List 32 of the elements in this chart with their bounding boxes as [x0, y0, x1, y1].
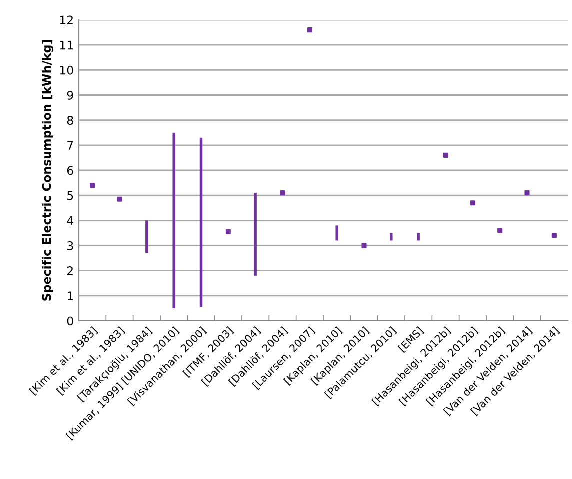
point	[498, 228, 503, 234]
y-tick-label: 2	[67, 266, 73, 276]
y-tick-label: 10	[60, 66, 74, 75]
point	[117, 196, 122, 202]
y-tick-label: 7	[68, 141, 74, 150]
y-tick-label: 5	[68, 191, 74, 200]
bar	[336, 226, 338, 241]
y-tick-label: 9	[67, 90, 74, 100]
point	[524, 190, 530, 196]
y-tick-label: 0	[67, 316, 74, 326]
bar	[254, 193, 257, 276]
y-tick-label: 1	[68, 292, 74, 300]
bar	[390, 233, 393, 241]
point	[362, 243, 367, 248]
point	[552, 233, 557, 238]
y-axis-title: Specific Electric Consumption [kWh/kg]	[42, 40, 54, 301]
bar	[172, 132, 176, 308]
point	[443, 152, 448, 158]
bar	[417, 233, 420, 241]
bar	[200, 138, 203, 308]
point	[226, 229, 231, 234]
y-tick-label: 11	[60, 40, 74, 50]
bar	[146, 220, 148, 254]
point	[280, 190, 286, 196]
y-tick-label: 8	[67, 116, 74, 125]
y-tick-label: 4	[67, 216, 74, 226]
point	[470, 200, 476, 206]
y-tick-label: 12	[60, 16, 73, 24]
point	[307, 28, 312, 33]
y-tick-label: 3	[68, 241, 74, 250]
y-tick-label: 6	[67, 166, 74, 176]
point	[90, 183, 96, 188]
